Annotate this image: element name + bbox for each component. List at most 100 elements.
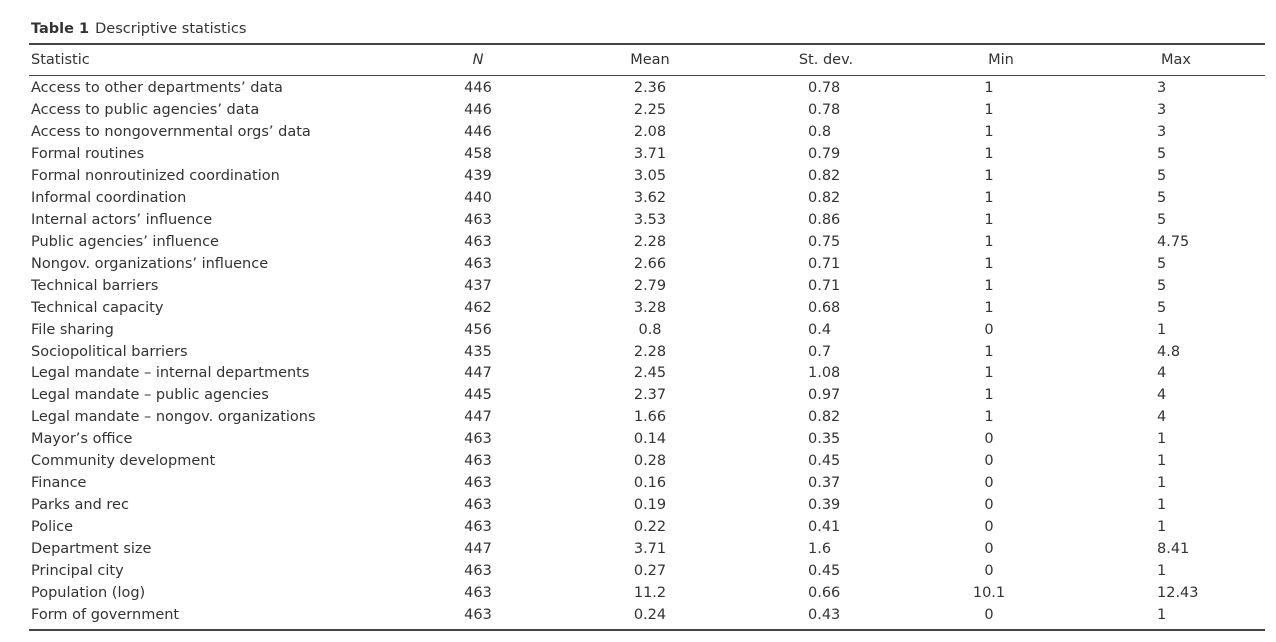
cell: 0.8 [638, 321, 662, 338]
cell: 0.86 [808, 211, 841, 228]
cell: 1 [1157, 431, 1167, 448]
row-label: Sociopolitical barriers [31, 343, 188, 360]
cell: 1 [1157, 563, 1167, 580]
cell: 2.28 [633, 343, 667, 360]
cell: 4.8 [1157, 343, 1181, 360]
cell: 1 [984, 343, 994, 360]
cell: 1 [1157, 321, 1167, 338]
cell: 437 [464, 277, 492, 294]
cell: 2.08 [633, 123, 667, 140]
cell: 0 [984, 453, 994, 470]
cell: 1 [1157, 519, 1167, 536]
cell: 463 [464, 453, 492, 470]
cell: 435 [464, 343, 492, 360]
cell: 0.78 [808, 80, 841, 96]
cell: 5 [1157, 277, 1167, 294]
cell: 0 [984, 607, 994, 624]
cell: 463 [464, 497, 492, 514]
cell: 1 [984, 409, 994, 426]
cell: 4.75 [1157, 233, 1190, 250]
row-label: Technical capacity [31, 299, 164, 316]
cell: 0 [984, 519, 994, 536]
cell: 0.79 [808, 145, 841, 162]
cell: 463 [464, 211, 492, 228]
cell: 1 [984, 365, 994, 382]
row-label: Access to nongovernmental orgs’ data [31, 123, 311, 140]
header-rule [29, 75, 1265, 76]
cell: 1 [984, 167, 994, 184]
cell: 0.82 [808, 167, 841, 184]
row-label: Parks and rec [31, 497, 129, 514]
cell: 0.28 [633, 453, 667, 470]
row-label: Public agencies’ influence [31, 233, 219, 250]
cell: 463 [464, 431, 492, 448]
cell: 458 [464, 145, 492, 162]
cell: 1 [1157, 607, 1167, 624]
cell: 447 [464, 541, 492, 558]
cell: 1 [984, 387, 994, 404]
cell: 5 [1157, 167, 1167, 184]
row-label: Population (log) [31, 585, 146, 602]
cell: 0.16 [633, 475, 667, 492]
row-label: Finance [31, 475, 87, 492]
cell: 0.45 [808, 563, 841, 580]
cell: 463 [464, 255, 492, 272]
column-header: St. dev. [798, 52, 854, 68]
cell: 0.71 [808, 255, 841, 272]
cell: 0.27 [633, 563, 667, 580]
cell: 440 [464, 189, 492, 206]
cell: 0.43 [808, 607, 841, 624]
cell: 0.66 [808, 585, 841, 602]
cell: 0.22 [633, 519, 667, 536]
cell: 463 [464, 607, 492, 624]
cell: 0.82 [808, 409, 841, 426]
cell: 4 [1157, 365, 1167, 382]
row-label: Formal nonroutinized coordination [31, 167, 280, 184]
cell: 439 [464, 167, 492, 184]
cell: 0 [984, 321, 994, 338]
row-label: Legal mandate – public agencies [31, 387, 269, 404]
row-label: Access to public agencies’ data [31, 101, 260, 118]
cell: 2.36 [633, 80, 667, 96]
row-label: Legal mandate – internal departments [31, 365, 310, 382]
cell: 3.62 [633, 189, 667, 206]
cell: 3.05 [633, 167, 667, 184]
cell: 1 [984, 80, 994, 96]
cell: 447 [464, 409, 492, 426]
row-label: Formal routines [31, 145, 145, 162]
cell: 3.28 [633, 299, 667, 316]
cell: 445 [464, 387, 492, 404]
cell: 0.7 [808, 343, 832, 360]
cell: 4 [1157, 409, 1167, 426]
cell: 5 [1157, 255, 1167, 272]
cell: 463 [464, 475, 492, 492]
caption-label: Table 1 [31, 21, 90, 37]
column-header: Statistic [31, 52, 90, 68]
cell: 0.14 [633, 431, 667, 448]
cell: 2.37 [633, 387, 667, 404]
column-header: Min [988, 52, 1014, 68]
cell: 1 [984, 123, 994, 140]
cell: 1 [984, 145, 994, 162]
cell: 0.39 [808, 497, 841, 514]
cell: 2.28 [633, 233, 667, 250]
cell: 8.41 [1157, 541, 1190, 558]
cell: 0 [984, 563, 994, 580]
cell: 2.66 [633, 255, 667, 272]
cell: 0.75 [808, 233, 841, 250]
cell: 456 [464, 321, 492, 338]
cell: 5 [1157, 211, 1167, 228]
cell: 447 [464, 365, 492, 382]
cell: 0.41 [808, 519, 841, 536]
cell: 1 [984, 255, 994, 272]
cell: 5 [1157, 299, 1167, 316]
row-label: Community development [31, 453, 216, 470]
row-label: Police [31, 519, 74, 536]
cell: 10.1 [972, 585, 1006, 602]
cell: 0.35 [808, 431, 841, 448]
cell: 1 [984, 211, 994, 228]
cell: 446 [464, 101, 492, 118]
row-label: Principal city [31, 563, 124, 580]
cell: 0.24 [633, 607, 667, 624]
